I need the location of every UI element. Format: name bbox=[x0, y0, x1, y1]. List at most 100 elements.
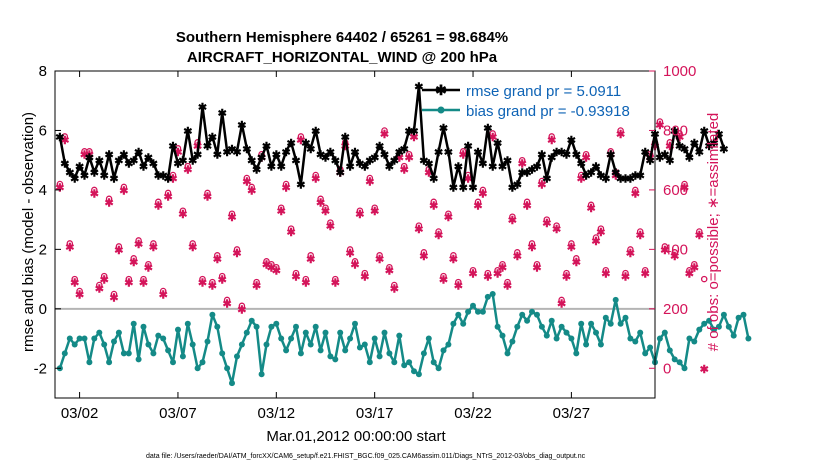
obs-possible-marker bbox=[430, 198, 437, 206]
obs-assimilated-marker: ✱ bbox=[159, 290, 168, 302]
bias-point bbox=[115, 329, 122, 336]
obs-possible-marker bbox=[361, 269, 369, 277]
rmse-point: ✱ bbox=[562, 150, 571, 162]
obs-possible-marker bbox=[617, 127, 624, 134]
y-axis-right: 0 200 400 600 800 1000 bbox=[649, 63, 696, 377]
bias-point bbox=[263, 341, 270, 348]
bias-point bbox=[504, 350, 511, 357]
rmse-point: ✱ bbox=[665, 156, 674, 168]
obs-assimilated-marker: ✱ bbox=[522, 200, 531, 212]
rmse-point: ✱ bbox=[704, 141, 713, 153]
obs-assimilated-marker: ✱ bbox=[296, 135, 305, 147]
rmse-point: ✱ bbox=[680, 144, 689, 156]
bias-point bbox=[386, 350, 393, 357]
obs-possible-marker bbox=[332, 275, 339, 283]
bias-point bbox=[553, 335, 560, 342]
rmse-point: ✱ bbox=[641, 147, 650, 159]
obs-possible-marker bbox=[445, 210, 452, 217]
obs-assimilated-marker: ✱ bbox=[286, 227, 295, 239]
rmse-point: ✱ bbox=[606, 150, 615, 162]
x-tick-label: 03/17 bbox=[356, 405, 394, 422]
rmse-point: ✱ bbox=[572, 150, 581, 162]
rmse-point: ✱ bbox=[685, 153, 694, 165]
rmse-point: ✱ bbox=[350, 147, 359, 159]
bias-point bbox=[642, 350, 649, 357]
rmse-point: ✱ bbox=[690, 138, 699, 150]
bias-point bbox=[593, 329, 599, 336]
bias-point bbox=[278, 335, 285, 342]
y-tick-label-left: -2 bbox=[34, 360, 47, 377]
rmse-point: ✱ bbox=[537, 150, 546, 162]
x-axis-label: Mar.01,2012 00:00:00 start bbox=[266, 428, 446, 445]
bias-point bbox=[607, 320, 614, 327]
rmse-point: ✱ bbox=[483, 123, 492, 135]
rmse-point: ✱ bbox=[291, 156, 300, 168]
obs-assimilated-marker: ✱ bbox=[670, 251, 679, 263]
rmse-point: ✱ bbox=[80, 171, 89, 183]
obs-possible-marker bbox=[199, 275, 206, 283]
bias-point bbox=[435, 365, 442, 372]
rmse-point: ✱ bbox=[139, 162, 148, 174]
bias-point bbox=[184, 320, 191, 327]
y-tick-label-right: 0 bbox=[663, 360, 671, 377]
bias-point bbox=[140, 323, 147, 330]
bias-point bbox=[671, 356, 678, 363]
bias-point bbox=[632, 338, 639, 345]
obs-assimilated-marker: ✱ bbox=[390, 284, 399, 296]
legend-label-bias: bias grand pr = -0.93918 bbox=[466, 103, 630, 120]
obs-possible-marker bbox=[322, 204, 329, 211]
obs-possible-marker bbox=[440, 272, 447, 280]
obs-possible-marker bbox=[455, 278, 462, 286]
obs-assimilated-marker: ✱ bbox=[247, 185, 256, 197]
bias-point bbox=[406, 359, 413, 366]
rmse-point: ✱ bbox=[390, 156, 399, 168]
bias-point bbox=[96, 329, 103, 336]
obs-assimilated-marker: ✱ bbox=[459, 150, 468, 162]
obs-assimilated-marker: ✱ bbox=[75, 290, 84, 302]
obs-possible-marker bbox=[420, 249, 428, 256]
obs-assimilated-marker: ✱ bbox=[100, 275, 109, 287]
bias-point bbox=[430, 359, 437, 366]
rmse-point: ✱ bbox=[301, 138, 310, 150]
rmse-point: ✱ bbox=[232, 147, 241, 159]
obs-possible-marker bbox=[179, 207, 187, 214]
rmse-point: ✱ bbox=[134, 147, 143, 159]
obs-assimilated-marker: ✱ bbox=[611, 171, 620, 183]
rmse-point: ✱ bbox=[360, 162, 369, 174]
obs-possible-marker bbox=[563, 269, 570, 277]
rmse-point: ✱ bbox=[414, 81, 423, 93]
x-tick-label: 03/22 bbox=[454, 405, 492, 422]
obs-assimilated-marker: ✱ bbox=[690, 263, 699, 275]
obs-assimilated-marker: ✱ bbox=[518, 159, 527, 171]
plot-frame bbox=[54, 70, 656, 399]
obs-possible-marker bbox=[287, 225, 295, 232]
obs-assimilated-marker: ✱ bbox=[183, 165, 192, 177]
obs-possible-marker bbox=[135, 237, 142, 244]
bias-point bbox=[455, 311, 462, 318]
rmse-point: ✱ bbox=[700, 126, 709, 138]
rmse-point: ✱ bbox=[100, 171, 109, 183]
obs-possible-marker bbox=[484, 269, 492, 277]
obs-possible-marker bbox=[587, 201, 595, 209]
obs-possible-marker bbox=[386, 263, 393, 271]
obs-assimilated-marker: ✱ bbox=[85, 150, 94, 162]
bias-point bbox=[715, 323, 722, 330]
obs-possible-marker bbox=[474, 198, 482, 206]
y-tick-label-right: 600 bbox=[663, 182, 688, 199]
obs-possible-marker bbox=[400, 162, 408, 170]
rmse-point: ✱ bbox=[208, 132, 217, 144]
rmse-point: ✱ bbox=[660, 150, 669, 162]
y-axis-left-label: rmse and bias (model - observation) bbox=[20, 112, 37, 352]
obs-assimilated-marker: ✱ bbox=[375, 254, 384, 266]
obs-assimilated-marker: ✱ bbox=[55, 182, 64, 194]
rmse-point: ✱ bbox=[380, 150, 389, 162]
obs-assimilated-marker: ✱ bbox=[508, 215, 517, 227]
rmse-point: ✱ bbox=[626, 174, 635, 186]
rmse-point: ✱ bbox=[518, 168, 527, 180]
obs-assimilated-marker: ✱ bbox=[503, 281, 512, 293]
bias-point bbox=[735, 314, 742, 321]
bias-point bbox=[71, 341, 78, 348]
obs-possible-marker bbox=[346, 246, 354, 253]
obs-assimilated-marker: ✱ bbox=[281, 182, 290, 194]
